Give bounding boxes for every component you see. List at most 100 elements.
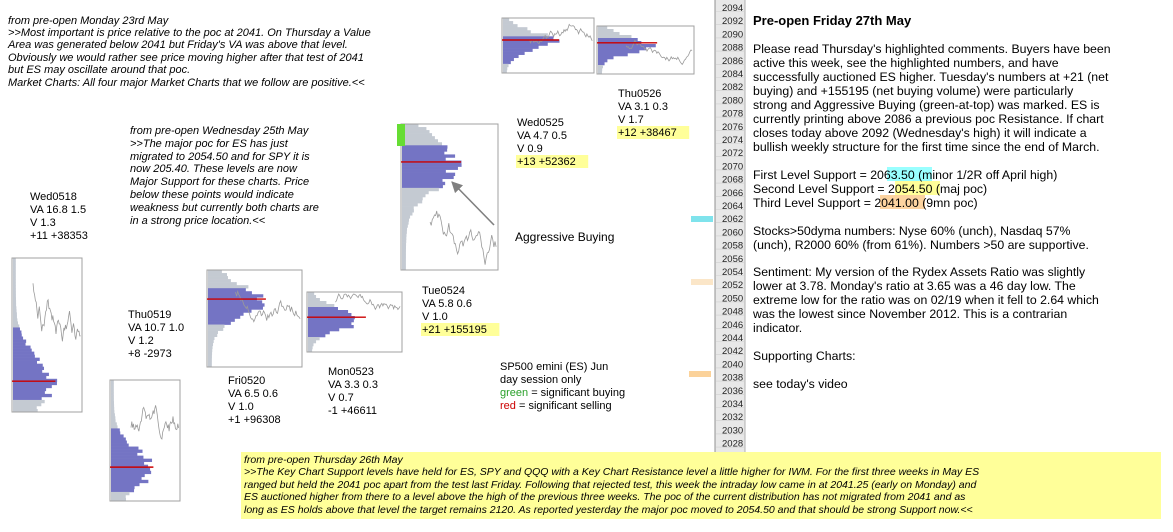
profile-bar bbox=[111, 419, 116, 423]
profile-bar bbox=[13, 270, 16, 274]
profile-bar bbox=[13, 330, 22, 334]
price-tick-label: 2054 bbox=[722, 267, 743, 278]
profile-bar bbox=[308, 325, 354, 329]
profile-frame bbox=[306, 291, 403, 353]
profile-bar bbox=[402, 178, 443, 183]
profile-bar bbox=[13, 339, 27, 343]
thursday-note-line: long as ES holds above that level the ta… bbox=[244, 504, 973, 516]
right-panel-line: Stocks>50dyma numbers: Nyse 60% (unch), … bbox=[753, 224, 1071, 238]
price-tick-label: 2042 bbox=[722, 346, 743, 357]
profile-bar bbox=[308, 343, 314, 347]
profile-bar bbox=[598, 65, 604, 69]
support-2-value: 2054.50 bbox=[888, 182, 933, 196]
profile-bar bbox=[13, 345, 31, 349]
support-level-3: Third Level Support = 2041.00 (9mn poc) bbox=[753, 196, 978, 210]
profile-thu0526 bbox=[596, 25, 695, 75]
wednesday-note-line: migrated to 2054.50 and for SPY it is bbox=[130, 151, 310, 163]
profile-bar bbox=[111, 497, 126, 502]
price-tick-label: 2062 bbox=[722, 214, 743, 225]
profile-bar bbox=[208, 279, 231, 283]
profile-bar bbox=[402, 130, 430, 134]
profile-bar bbox=[13, 327, 20, 331]
level-marker bbox=[691, 216, 713, 222]
monday-note-line: Area was generated below 2041 but Friday… bbox=[7, 39, 348, 51]
profile-bar bbox=[208, 336, 215, 341]
price-tick-label: 2076 bbox=[722, 122, 743, 133]
price-ladder: 2094 2092 2090 2088 2086 2084 2082 2080 2078 2076… bbox=[689, 0, 746, 452]
price-tick-label: 2048 bbox=[722, 307, 743, 318]
profile-bar bbox=[13, 381, 57, 386]
profile-bar bbox=[402, 133, 433, 137]
profile-bar bbox=[13, 357, 40, 361]
session-volume: V 1.7 bbox=[618, 114, 644, 126]
wednesday-note-line: below these points would indicate bbox=[130, 189, 294, 201]
profile-bar bbox=[503, 60, 511, 65]
profile-bar bbox=[402, 166, 458, 170]
profile-bar bbox=[503, 57, 514, 62]
profile-bar bbox=[111, 446, 139, 450]
profile-bar bbox=[13, 312, 17, 316]
price-tick-label: 2040 bbox=[722, 359, 743, 370]
profile-bar bbox=[308, 319, 354, 323]
profile-bar bbox=[111, 452, 138, 456]
profile-bar bbox=[13, 402, 42, 407]
profile-bar bbox=[111, 422, 117, 426]
profile-bar bbox=[208, 291, 252, 295]
monday-note-line: Market Charts: All four major Market Cha… bbox=[8, 77, 365, 89]
profile-bar bbox=[208, 309, 252, 313]
profile-bar bbox=[402, 181, 446, 186]
profile-bar bbox=[208, 348, 213, 353]
support-1-label: First Level Support = bbox=[753, 168, 870, 182]
right-panel-line: strong and Aggressive Buying (green-at-t… bbox=[753, 98, 1100, 112]
profile-bar bbox=[308, 334, 326, 338]
profile-bar bbox=[13, 291, 16, 295]
right-panel-line: was the lowest since November 2012. This… bbox=[752, 307, 1067, 321]
right-panel-line: currently printing above 2086 a previous… bbox=[753, 112, 1104, 126]
session-volume: V 1.0 bbox=[228, 401, 254, 413]
profile-bar bbox=[111, 479, 149, 484]
price-path bbox=[235, 289, 301, 323]
session-net: +12 +38467 bbox=[618, 127, 677, 139]
profile-bar bbox=[111, 482, 140, 487]
profile-bar bbox=[111, 425, 118, 429]
session-net: +11 +38353 bbox=[30, 230, 88, 242]
session-name: Thu0519 bbox=[128, 309, 171, 321]
profile-bar bbox=[13, 318, 18, 322]
profile-bar bbox=[598, 35, 632, 39]
support-3-label: Third Level Support = bbox=[753, 196, 874, 210]
profile-bar bbox=[111, 413, 115, 417]
profile-bar bbox=[308, 298, 320, 302]
profile-bar bbox=[208, 318, 235, 322]
legend-green-text: = significant buying bbox=[528, 387, 625, 399]
right-panel-paragraph-4: Supporting Charts: bbox=[753, 349, 856, 363]
profile-bar bbox=[13, 276, 16, 280]
price-tick-label: 2082 bbox=[722, 82, 743, 93]
profile-bar bbox=[308, 337, 320, 341]
right-panel-line: Please read Thursday's highlighted comme… bbox=[753, 42, 1111, 56]
profile-bar bbox=[111, 467, 151, 472]
session-name: Wed0518 bbox=[30, 191, 77, 203]
profile-bar bbox=[598, 29, 614, 33]
profile-bar bbox=[308, 331, 330, 335]
session-name: Tue0524 bbox=[422, 285, 465, 297]
session-net: -1 +46611 bbox=[328, 405, 377, 417]
price-tick-label: 2086 bbox=[722, 56, 743, 67]
profile-bar bbox=[111, 449, 143, 453]
profile-bar bbox=[503, 36, 554, 40]
profile-bar bbox=[208, 312, 244, 316]
profile-bar bbox=[111, 410, 115, 414]
net-highlight bbox=[617, 126, 690, 139]
profile-bar bbox=[13, 279, 16, 283]
profile-bar bbox=[402, 136, 435, 140]
thursday-note-line: ranged but held the 2041 poc apart from … bbox=[244, 479, 977, 491]
profile-bar bbox=[503, 30, 531, 34]
profile-bar bbox=[208, 321, 231, 325]
price-tick-label: 2064 bbox=[722, 201, 743, 212]
profile-bar bbox=[308, 322, 352, 326]
profile-bar bbox=[13, 315, 17, 319]
legend-green-entry: green = significant buying bbox=[500, 387, 625, 399]
profile-bar bbox=[13, 354, 35, 358]
profile-bar bbox=[111, 407, 115, 411]
